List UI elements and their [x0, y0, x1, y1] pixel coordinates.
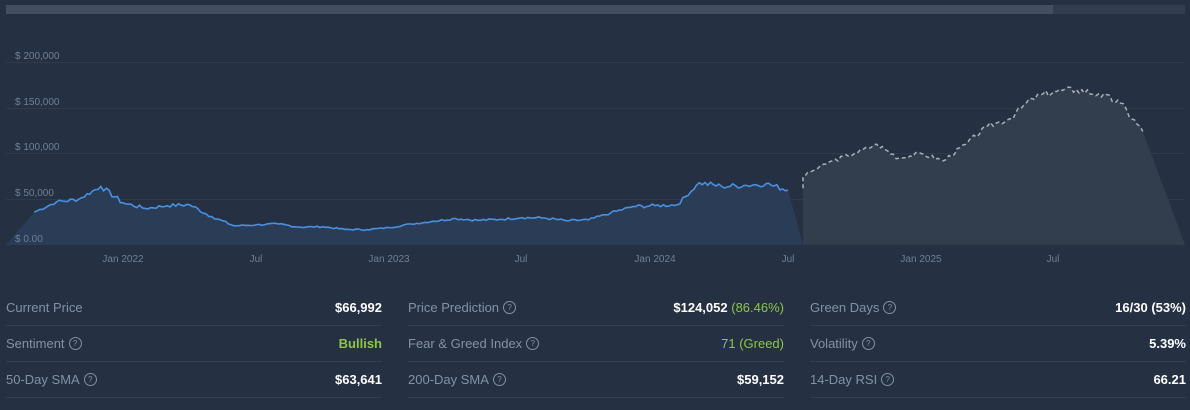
stat-label: 200-Day SMA	[408, 372, 489, 387]
stat-fear-greed-index: Fear & Greed Index? 71 (Greed)	[408, 326, 784, 362]
y-tick-label: $ 150,000	[15, 97, 60, 108]
x-tick-label: Jan 2024	[634, 254, 676, 265]
help-icon[interactable]: ?	[861, 337, 875, 350]
stat-value: 71 (Greed)	[721, 336, 784, 351]
stat-label: Price Prediction	[408, 300, 500, 315]
stat-label: Volatility	[810, 336, 858, 351]
stat-50-day-sma: 50-Day SMA? $63,641	[6, 362, 382, 398]
chart-scrollbar[interactable]	[6, 5, 1185, 14]
stat-200-day-sma: 200-Day SMA? $59,152	[408, 362, 784, 398]
stat-label: 50-Day SMA	[6, 372, 80, 387]
x-tick-label: Jan 2025	[900, 254, 942, 265]
stats-column-3: Green Days? 16/30 (53%) Volatility? 5.39…	[810, 290, 1186, 398]
stat-volatility: Volatility? 5.39%	[810, 326, 1186, 362]
y-tick-label: $ 0.00	[15, 234, 43, 245]
price-chart: $ 200,000 $ 150,000 $ 100,000 $ 50,000 $…	[0, 20, 1190, 275]
stat-green-days: Green Days? 16/30 (53%)	[810, 290, 1186, 326]
scrollbar-thumb[interactable]	[6, 5, 1053, 14]
stat-label: Green Days	[810, 300, 880, 315]
stat-value: $59,152	[737, 372, 784, 387]
stat-label: 14-Day RSI	[810, 372, 878, 387]
stat-price-prediction: Price Prediction? $124,052 (86.46%)	[408, 290, 784, 326]
stat-current-price: Current Price $66,992	[6, 290, 382, 326]
x-tick-label: Jul	[1046, 254, 1060, 265]
prediction-line	[802, 86, 1144, 189]
help-icon[interactable]: ?	[883, 301, 897, 314]
help-icon[interactable]: ?	[881, 373, 895, 386]
y-tick-label: $ 100,000	[15, 142, 60, 153]
y-tick-label: $ 50,000	[15, 188, 54, 199]
help-icon[interactable]: ?	[492, 373, 506, 386]
stat-label: Fear & Greed Index	[408, 336, 523, 351]
help-icon[interactable]: ?	[68, 337, 82, 350]
stat-value: 16/30 (53%)	[1115, 300, 1186, 315]
x-tick-label: Jul	[781, 254, 795, 265]
stat-value: $124,052	[673, 300, 728, 315]
help-icon[interactable]: ?	[83, 373, 97, 386]
x-tick-label: Jan 2022	[102, 254, 144, 265]
historical-line	[33, 181, 789, 232]
y-tick-label: $ 200,000	[15, 51, 60, 62]
prediction-change-percent: (86.46%)	[731, 300, 784, 315]
stat-value: 66.21	[1153, 372, 1186, 387]
x-tick-label: Jul	[514, 254, 528, 265]
x-tick-label: Jul	[249, 254, 263, 265]
stat-value: $66,992	[335, 300, 382, 315]
help-icon[interactable]: ?	[526, 337, 540, 350]
chart-plot	[6, 62, 1185, 245]
stat-value: Bullish	[338, 336, 382, 351]
stats-column-1: Current Price $66,992 Sentiment? Bullish…	[6, 290, 382, 398]
stat-14-day-rsi: 14-Day RSI? 66.21	[810, 362, 1186, 398]
stat-value: 5.39%	[1149, 336, 1186, 351]
stat-value: $63,641	[335, 372, 382, 387]
stat-label: Current Price	[6, 300, 83, 315]
stat-label: Sentiment	[6, 336, 65, 351]
help-icon[interactable]: ?	[503, 301, 517, 314]
stats-column-2: Price Prediction? $124,052 (86.46%) Fear…	[408, 290, 784, 398]
historical-area	[6, 182, 803, 245]
prediction-area	[803, 87, 1185, 245]
x-tick-label: Jan 2023	[368, 254, 410, 265]
stat-sentiment: Sentiment? Bullish	[6, 326, 382, 362]
